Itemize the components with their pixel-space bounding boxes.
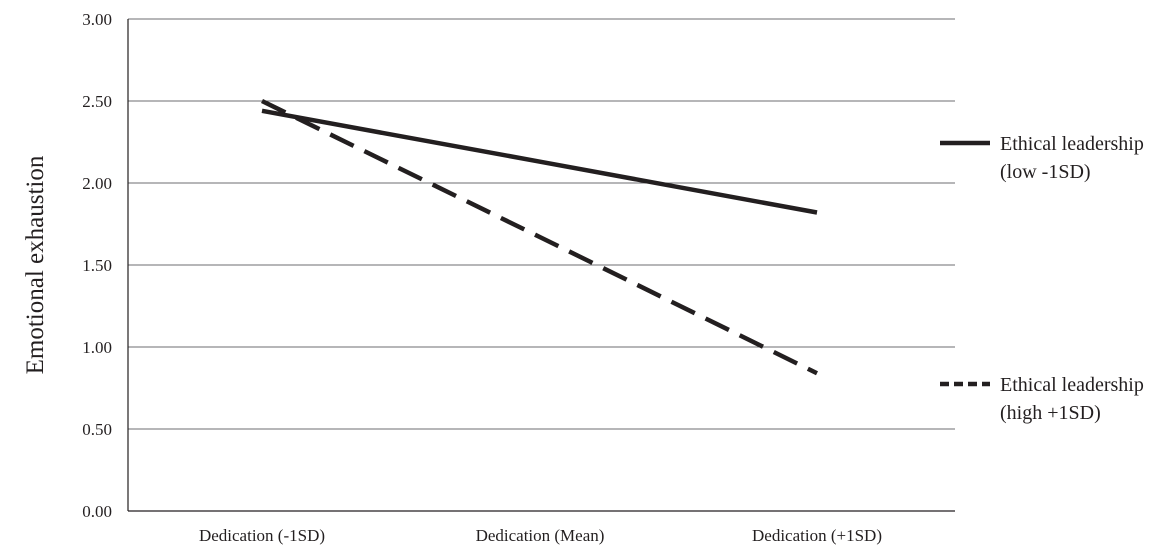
legend-label: Ethical leadership <box>1000 374 1144 396</box>
y-tick-labels: 0.00 0.50 1.00 1.50 2.00 2.50 3.00 <box>82 10 112 521</box>
y-tick-label: 0.00 <box>82 502 112 521</box>
legend: Ethical leadership (low -1SD) Ethical lead… <box>940 133 1144 424</box>
y-axis-label: Emotional exhaustion <box>22 155 49 374</box>
y-tick-label: 0.50 <box>82 420 112 439</box>
x-tick-label: Dedication (+1SD) <box>752 526 882 545</box>
series-line-high <box>261 98 818 376</box>
y-tick-label: 3.00 <box>82 10 112 29</box>
y-tick-label: 1.00 <box>82 338 112 357</box>
grid <box>128 18 955 430</box>
legend-label: (low -1SD) <box>1000 161 1091 183</box>
series-line-low <box>261 108 818 215</box>
legend-label: Ethical leadership <box>1000 133 1144 155</box>
series-lines <box>261 98 818 376</box>
x-tick-labels: Dedication (-1SD) Dedication (Mean) Dedica… <box>199 526 882 545</box>
y-tick-label: 2.00 <box>82 174 112 193</box>
y-tick-label: 1.50 <box>82 256 112 275</box>
x-tick-label: Dedication (-1SD) <box>199 526 325 545</box>
axes <box>127 19 955 512</box>
y-tick-label: 2.50 <box>82 92 112 111</box>
legend-label: (high +1SD) <box>1000 402 1101 424</box>
x-tick-label: Dedication (Mean) <box>476 526 605 545</box>
